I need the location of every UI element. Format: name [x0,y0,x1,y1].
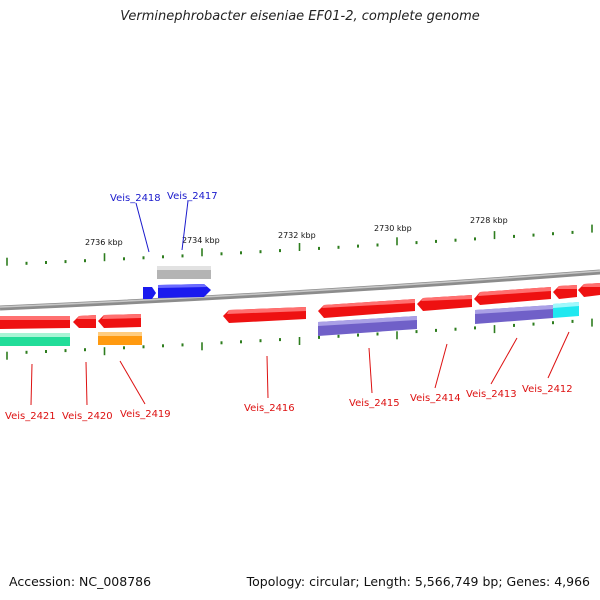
gene-veis-2417-grey-track [157,266,211,279]
scale-label-2736: 2736 kbp [85,238,123,247]
genome-backbone [0,269,600,311]
leader-veis-2415 [368,347,373,394]
scale-label-2728: 2728 kbp [470,216,508,225]
gene-veis-2413[interactable] [474,287,551,305]
scale-label-2730: 2730 kbp [374,224,412,233]
label-veis-2416[interactable]: Veis_2416 [244,403,295,414]
leader-veis-2419 [119,360,146,405]
gene-veis-2416[interactable] [223,307,306,323]
label-veis-2413[interactable]: Veis_2413 [466,389,517,400]
leader-veis-2420 [85,361,88,406]
leader-veis-2421 [30,363,33,406]
label-veis-2414[interactable]: Veis_2414 [410,393,461,404]
leader-veis-2414 [434,343,448,389]
gene-veis-2421[interactable] [0,316,70,329]
label-veis-2418[interactable]: Veis_2418 [110,193,161,204]
gene-veis-2412[interactable] [553,285,577,299]
track-cyan-2412 [553,302,579,318]
gene-red-edge[interactable] [578,283,600,297]
scale-ticks-top [6,224,593,266]
track-purple-2413 [475,305,553,324]
label-veis-2421[interactable]: Veis_2421 [5,411,56,422]
accession-text: Accession: NC_008786 [9,574,152,589]
scale-label-2734: 2734 kbp [182,236,220,245]
map-title: Verminephrobacter eiseniae EF01-2, compl… [120,9,480,24]
topology-summary: Topology: circular; Length: 5,566,749 bp… [246,574,590,589]
leader-veis-2417 [181,200,189,251]
label-veis-2415[interactable]: Veis_2415 [349,398,400,409]
gene-veis-2419[interactable] [98,314,141,328]
gene-veis-2420[interactable] [73,315,96,328]
label-veis-2419[interactable]: Veis_2419 [120,409,171,420]
label-veis-2420[interactable]: Veis_2420 [62,411,113,422]
gene-veis-2417[interactable] [158,284,211,298]
label-veis-2417[interactable]: Veis_2417 [167,191,218,202]
gene-veis-2414[interactable] [417,295,472,311]
track-orange-2419 [98,332,142,345]
gene-veis-2415[interactable] [318,299,415,318]
scale-label-2732: 2732 kbp [278,231,316,240]
leader-veis-2412 [547,331,570,379]
gene-veis-2418[interactable] [143,287,156,299]
label-veis-2412[interactable]: Veis_2412 [522,384,573,395]
track-green-2421 [0,333,70,346]
genome-backbone-highlight [0,270,600,308]
leader-veis-2416 [266,355,269,399]
leader-veis-2418 [135,202,150,253]
track-purple-2415 [318,316,417,336]
scale-ticks-bottom [6,318,593,360]
leader-veis-2413 [490,337,518,385]
